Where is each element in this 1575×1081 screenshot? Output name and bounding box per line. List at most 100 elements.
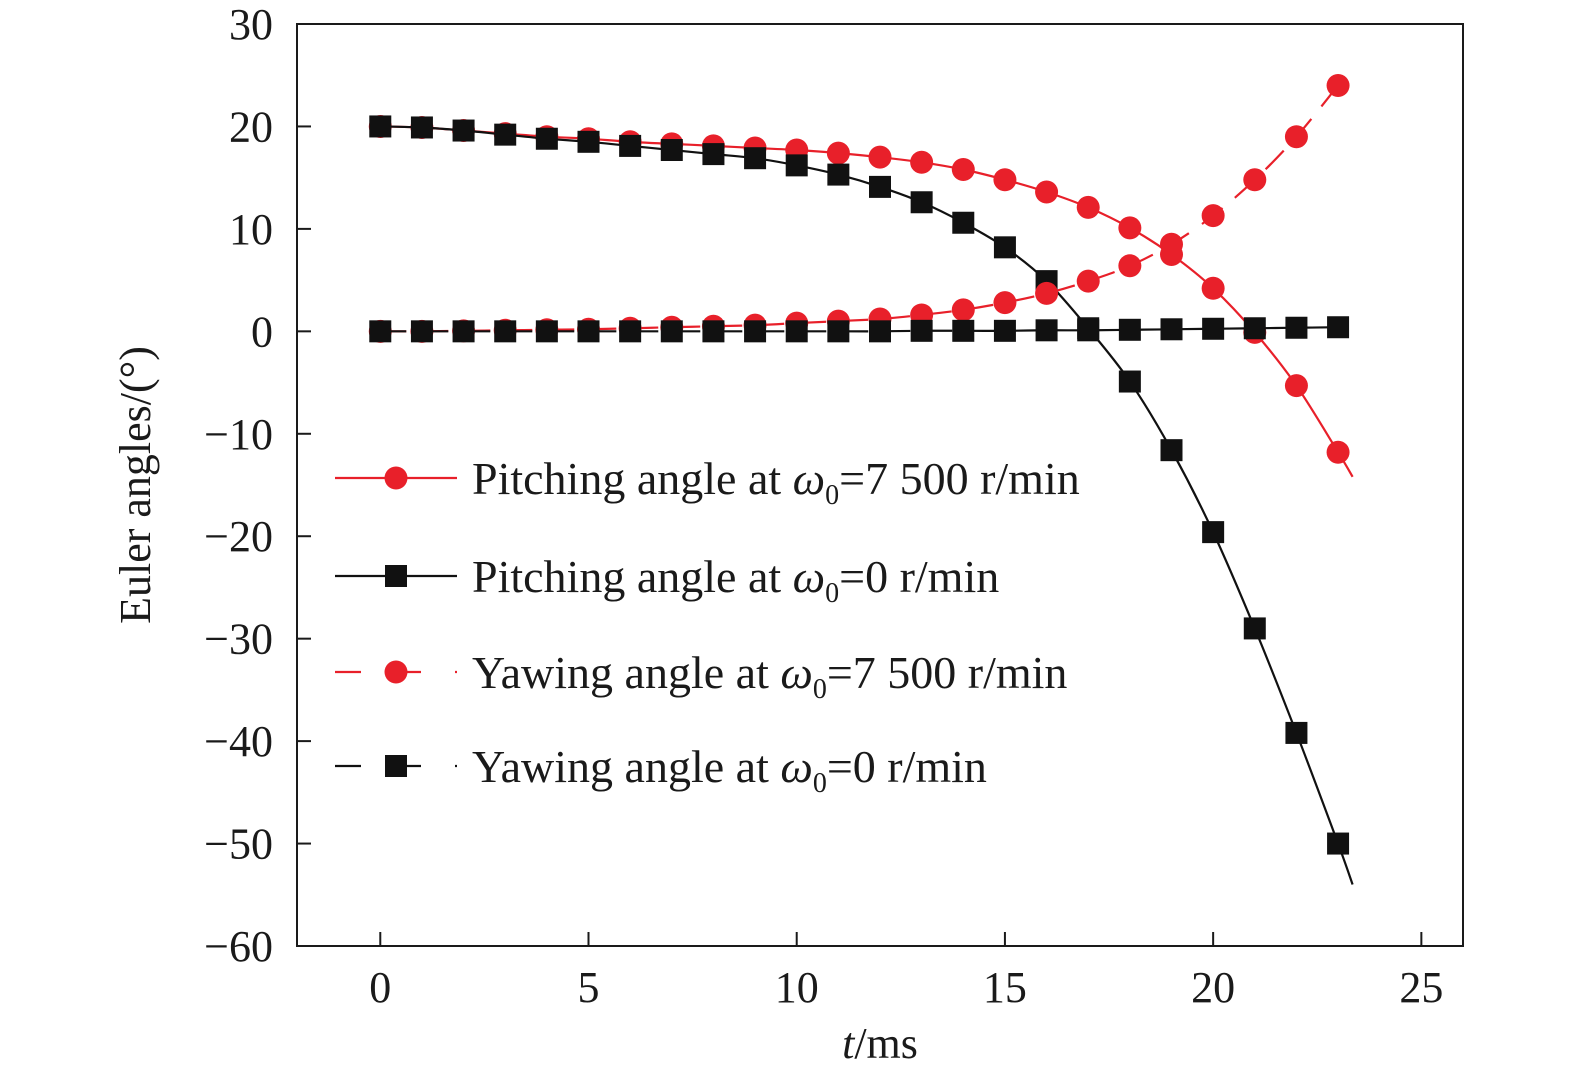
x-tick-label: 0	[369, 963, 391, 1012]
data-point	[1202, 317, 1225, 340]
data-point	[910, 191, 933, 214]
data-point	[1243, 317, 1266, 340]
y-axis-title: Euler angles/(°)	[111, 346, 160, 624]
data-point	[827, 320, 850, 343]
data-point	[1076, 195, 1100, 219]
data-point	[1201, 276, 1225, 300]
data-point	[1160, 232, 1183, 256]
data-point	[1243, 617, 1266, 640]
data-point	[1326, 73, 1350, 97]
data-point	[535, 320, 558, 343]
data-point	[494, 320, 517, 343]
data-point	[910, 150, 934, 174]
data-point	[1284, 125, 1308, 149]
data-point	[660, 139, 683, 162]
data-point	[826, 141, 850, 165]
legend-marker	[385, 565, 407, 587]
data-point	[1285, 721, 1308, 744]
legend-label-omega: ω	[780, 647, 812, 698]
data-point	[452, 119, 475, 142]
x-tick-label: 25	[1399, 963, 1443, 1012]
data-point	[577, 130, 600, 153]
legend-label: Yawing angle at ω0=0 r/min	[472, 741, 987, 799]
data-point	[1284, 374, 1308, 398]
data-point	[1118, 216, 1142, 240]
data-point	[1118, 318, 1141, 341]
legend-label: Pitching angle at ω0=0 r/min	[472, 551, 999, 609]
data-point	[535, 127, 558, 150]
data-point	[1243, 168, 1267, 192]
legend-marker	[384, 466, 408, 490]
legend-label-subscript: 0	[813, 768, 827, 799]
legend-item: Yawing angle at ω0=7 500 r/min	[335, 647, 1067, 705]
legend: Pitching angle at ω0=7 500 r/minPitching…	[335, 453, 1080, 799]
data-point	[494, 123, 517, 146]
data-point	[1035, 281, 1059, 305]
series-4	[369, 316, 1350, 343]
legend-label-omega: ω	[780, 741, 812, 792]
x-tick-label: 20	[1191, 963, 1235, 1012]
y-tick-label: −40	[204, 717, 273, 766]
x-axis-title-unit: /ms	[854, 1019, 918, 1068]
legend-item: Pitching angle at ω0=0 r/min	[335, 551, 999, 609]
data-point	[744, 147, 767, 170]
x-tick-label: 5	[578, 963, 600, 1012]
data-point	[951, 298, 975, 322]
data-point	[869, 320, 891, 343]
data-point	[993, 236, 1016, 259]
data-point	[744, 320, 767, 343]
legend-label-prefix: Pitching angle at	[472, 453, 793, 504]
series-1	[368, 114, 1354, 478]
data-point	[785, 320, 808, 343]
legend-marker	[385, 755, 407, 777]
legend-label-subscript: 0	[813, 674, 827, 705]
legend-label-subscript: 0	[825, 480, 839, 511]
legend-label-suffix: =0 r/min	[827, 741, 987, 792]
data-point	[1201, 204, 1225, 228]
data-point	[369, 320, 392, 343]
x-axis-title-var: t	[842, 1019, 856, 1068]
data-point	[660, 320, 683, 343]
data-point	[702, 143, 725, 166]
legend-label-suffix: =7 500 r/min	[827, 647, 1068, 698]
data-point	[1327, 316, 1350, 339]
legend-label: Yawing angle at ω0=7 500 r/min	[472, 647, 1067, 705]
data-point	[1160, 439, 1183, 462]
data-point	[1285, 316, 1308, 339]
y-tick-label: 20	[229, 102, 273, 151]
data-point	[993, 168, 1017, 192]
data-point	[619, 134, 642, 157]
legend-marker	[384, 660, 408, 684]
legend-label-omega: ω	[793, 551, 825, 602]
axes: 30 20 10 0 −10 −20 −30 −40 −50 −60 0 5 10 15 20 25	[204, 0, 1443, 1012]
data-point	[1202, 521, 1225, 544]
y-tick-label: −50	[204, 820, 273, 869]
data-point	[951, 157, 975, 181]
series-line	[380, 326, 1339, 333]
data-point	[869, 175, 891, 198]
data-point	[910, 319, 933, 342]
series-line	[380, 125, 1354, 478]
legend-label-subscript: 0	[825, 578, 839, 609]
data-point	[619, 320, 642, 343]
data-point	[785, 154, 808, 177]
data-point	[868, 145, 892, 169]
legend-label-omega: ω	[793, 453, 825, 504]
y-tick-label: −20	[204, 512, 273, 561]
series-line	[380, 84, 1339, 333]
x-tick-label: 10	[775, 963, 819, 1012]
data-point	[1077, 319, 1100, 342]
data-point	[952, 319, 975, 342]
legend-item: Pitching angle at ω0=7 500 r/min	[335, 453, 1080, 511]
legend-label: Pitching angle at ω0=7 500 r/min	[472, 453, 1080, 511]
data-point	[993, 319, 1016, 342]
y-tick-label: −30	[204, 615, 273, 664]
data-point	[577, 320, 600, 343]
data-point	[1327, 832, 1350, 855]
data-point	[410, 320, 433, 343]
series-2	[369, 115, 1354, 885]
data-point	[1160, 318, 1183, 341]
x-tick-label: 15	[983, 963, 1027, 1012]
data-point	[1118, 254, 1142, 278]
